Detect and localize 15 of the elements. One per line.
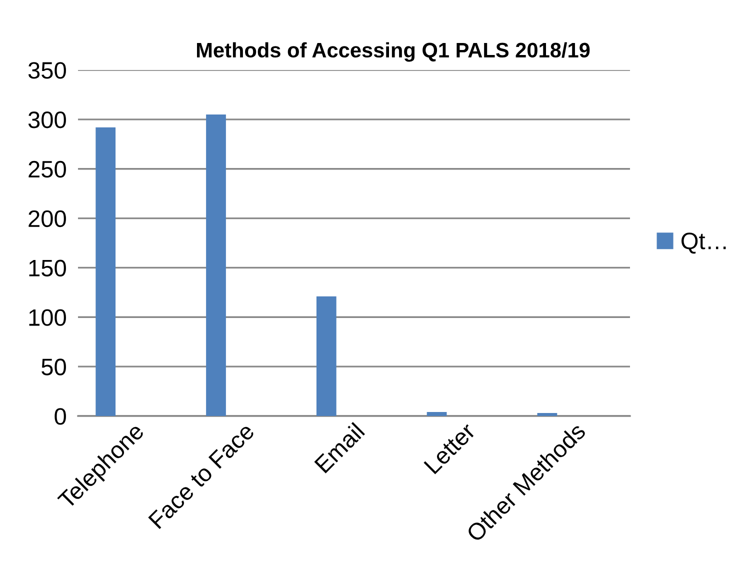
legend-label: Qt… (682, 232, 726, 254)
y-tick-label: 0 (54, 408, 66, 425)
y-tick-label: 250 (28, 160, 66, 178)
chart-title: Methods of Accessing Q1 PALS 2018/19 (197, 42, 590, 62)
y-tick-label: 50 (42, 358, 66, 376)
bar (537, 413, 558, 416)
y-tick-label: 100 (29, 309, 66, 326)
bar (426, 412, 447, 416)
y-tick-label: 200 (28, 210, 66, 228)
bar (316, 296, 336, 416)
y-tick-label: 350 (28, 62, 66, 79)
y-tick-label: 150 (29, 260, 66, 276)
bar (96, 127, 116, 416)
y-tick-label: 300 (28, 111, 66, 128)
bar (206, 114, 226, 416)
